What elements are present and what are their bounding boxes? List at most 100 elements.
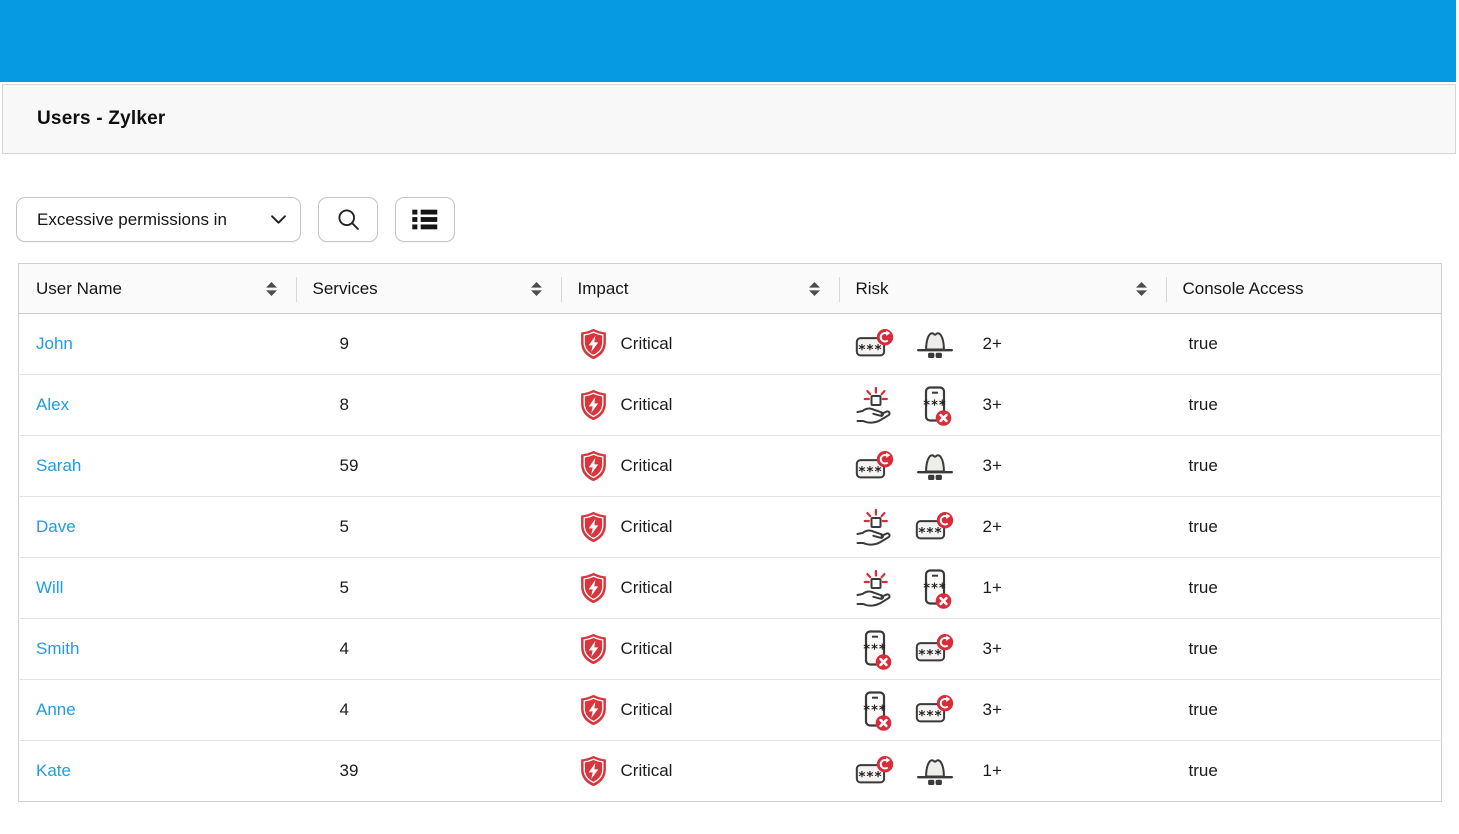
top-app-bar [0, 0, 1456, 82]
svg-text:***: *** [858, 342, 882, 358]
mfa-disabled-icon: *** [863, 629, 891, 670]
table-header-row: User Name Services Impact Risk Console Acces… [18, 263, 1442, 314]
user-link[interactable]: John [36, 334, 73, 353]
sort-icon [808, 281, 820, 296]
risk-count: 2+ [982, 517, 1002, 536]
svg-text:***: *** [858, 769, 882, 785]
mfa-disabled-icon: *** [923, 385, 951, 426]
spy-hat-icon-box [915, 321, 955, 367]
impact-label: Critical [620, 517, 673, 536]
impact-critical-icon [580, 694, 606, 726]
risk-icons: *** *** [855, 626, 975, 672]
spy-hat-icon [916, 332, 953, 358]
column-label: Console Access [1182, 278, 1304, 298]
impact-label: Critical [620, 761, 673, 780]
toolbar: Excessive permissions in [16, 197, 1459, 242]
svg-text:***: *** [918, 708, 942, 724]
list-view-button[interactable] [395, 197, 455, 242]
password-rotation-icon: *** [855, 328, 893, 358]
services-value: 5 [339, 517, 349, 536]
user-link[interactable]: Kate [36, 761, 71, 780]
risk-count: 1+ [982, 578, 1002, 597]
table-row: Sarah 59 Critical *** 3+ [18, 435, 1442, 497]
password-rotation-icon-box: *** [855, 321, 895, 367]
filter-dropdown[interactable]: Excessive permissions in [16, 197, 301, 242]
search-button[interactable] [318, 197, 378, 242]
svg-text:***: *** [858, 464, 882, 480]
impact-critical-icon [580, 755, 606, 787]
chevron-down-icon [271, 215, 286, 224]
svg-text:***: *** [918, 647, 942, 663]
column-label: Impact [577, 278, 629, 298]
user-link[interactable]: Anne [36, 700, 76, 719]
impact-critical-icon-box [579, 755, 608, 787]
password-rotation-icon-box: *** [915, 687, 955, 733]
mfa-disabled-icon-box: *** [855, 626, 895, 672]
mfa-disabled-icon: *** [923, 568, 951, 609]
users-table: User Name Services Impact Risk Console Acces… [18, 263, 1442, 802]
column-header-risk[interactable]: Risk [838, 263, 1166, 314]
console-access-value: true [1188, 578, 1218, 597]
privilege-grant-icon-box [855, 565, 895, 611]
column-header-user-name[interactable]: User Name [18, 263, 296, 314]
search-icon [337, 209, 359, 230]
services-value: 5 [339, 578, 349, 597]
console-access-value: true [1188, 456, 1218, 475]
column-label: Services [312, 278, 378, 298]
impact-critical-icon-box [579, 633, 608, 665]
password-rotation-icon: *** [855, 450, 893, 480]
sort-icon [265, 281, 277, 296]
risk-count: 3+ [982, 395, 1002, 414]
svg-text:***: *** [918, 525, 942, 541]
risk-count: 1+ [982, 761, 1002, 780]
services-value: 8 [339, 395, 349, 414]
password-rotation-icon: *** [915, 633, 953, 663]
column-label: User Name [36, 278, 122, 298]
user-link[interactable]: Smith [36, 639, 80, 658]
mfa-disabled-icon-box: *** [915, 382, 955, 428]
password-rotation-icon: *** [915, 511, 953, 541]
impact-label: Critical [620, 395, 673, 414]
spy-hat-icon-box [915, 443, 955, 489]
column-header-impact[interactable]: Impact [560, 263, 839, 314]
risk-icons: *** [855, 382, 975, 428]
impact-critical-icon-box [579, 511, 608, 543]
users-table-wrap: User Name Services Impact Risk Console Acces… [18, 263, 1442, 802]
password-rotation-icon-box: *** [915, 504, 955, 550]
password-rotation-icon: *** [915, 694, 953, 724]
mfa-disabled-icon: *** [863, 690, 891, 731]
impact-critical-icon [580, 633, 606, 665]
user-link[interactable]: Alex [36, 395, 70, 414]
user-link[interactable]: Dave [36, 517, 76, 536]
table-row: Smith 4 Critical *** *** [18, 618, 1442, 680]
risk-icons: *** [855, 565, 975, 611]
risk-count: 3+ [982, 456, 1002, 475]
console-access-value: true [1188, 700, 1218, 719]
privilege-grant-icon-box [855, 504, 895, 550]
impact-critical-icon-box [579, 328, 608, 360]
svg-text:***: *** [923, 581, 946, 596]
spy-hat-icon-box [915, 748, 955, 794]
services-value: 4 [339, 639, 349, 658]
search-icon [337, 208, 360, 231]
svg-text:***: *** [863, 642, 886, 657]
table-row: John 9 Critical *** 2+ [19, 314, 1442, 375]
risk-count: 3+ [982, 639, 1002, 658]
spy-hat-icon [916, 454, 953, 480]
svg-text:***: *** [863, 703, 886, 718]
risk-icons: *** [855, 504, 975, 550]
privilege-grant-icon-box [855, 382, 895, 428]
table-row: Alex 8 Critical *** [18, 374, 1442, 436]
user-link[interactable]: Sarah [36, 456, 82, 475]
svg-text:***: *** [923, 398, 946, 413]
privilege-grant-icon [856, 508, 891, 546]
impact-label: Critical [620, 456, 673, 475]
impact-critical-icon-box [579, 694, 608, 726]
page-title: Users - Zylker [37, 108, 166, 129]
services-value: 59 [339, 456, 359, 475]
user-link[interactable]: Will [36, 578, 64, 597]
impact-critical-icon-box [579, 450, 608, 482]
risk-icons: *** [855, 748, 975, 794]
list-view-icon [412, 209, 438, 230]
column-header-services[interactable]: Services [295, 263, 561, 314]
